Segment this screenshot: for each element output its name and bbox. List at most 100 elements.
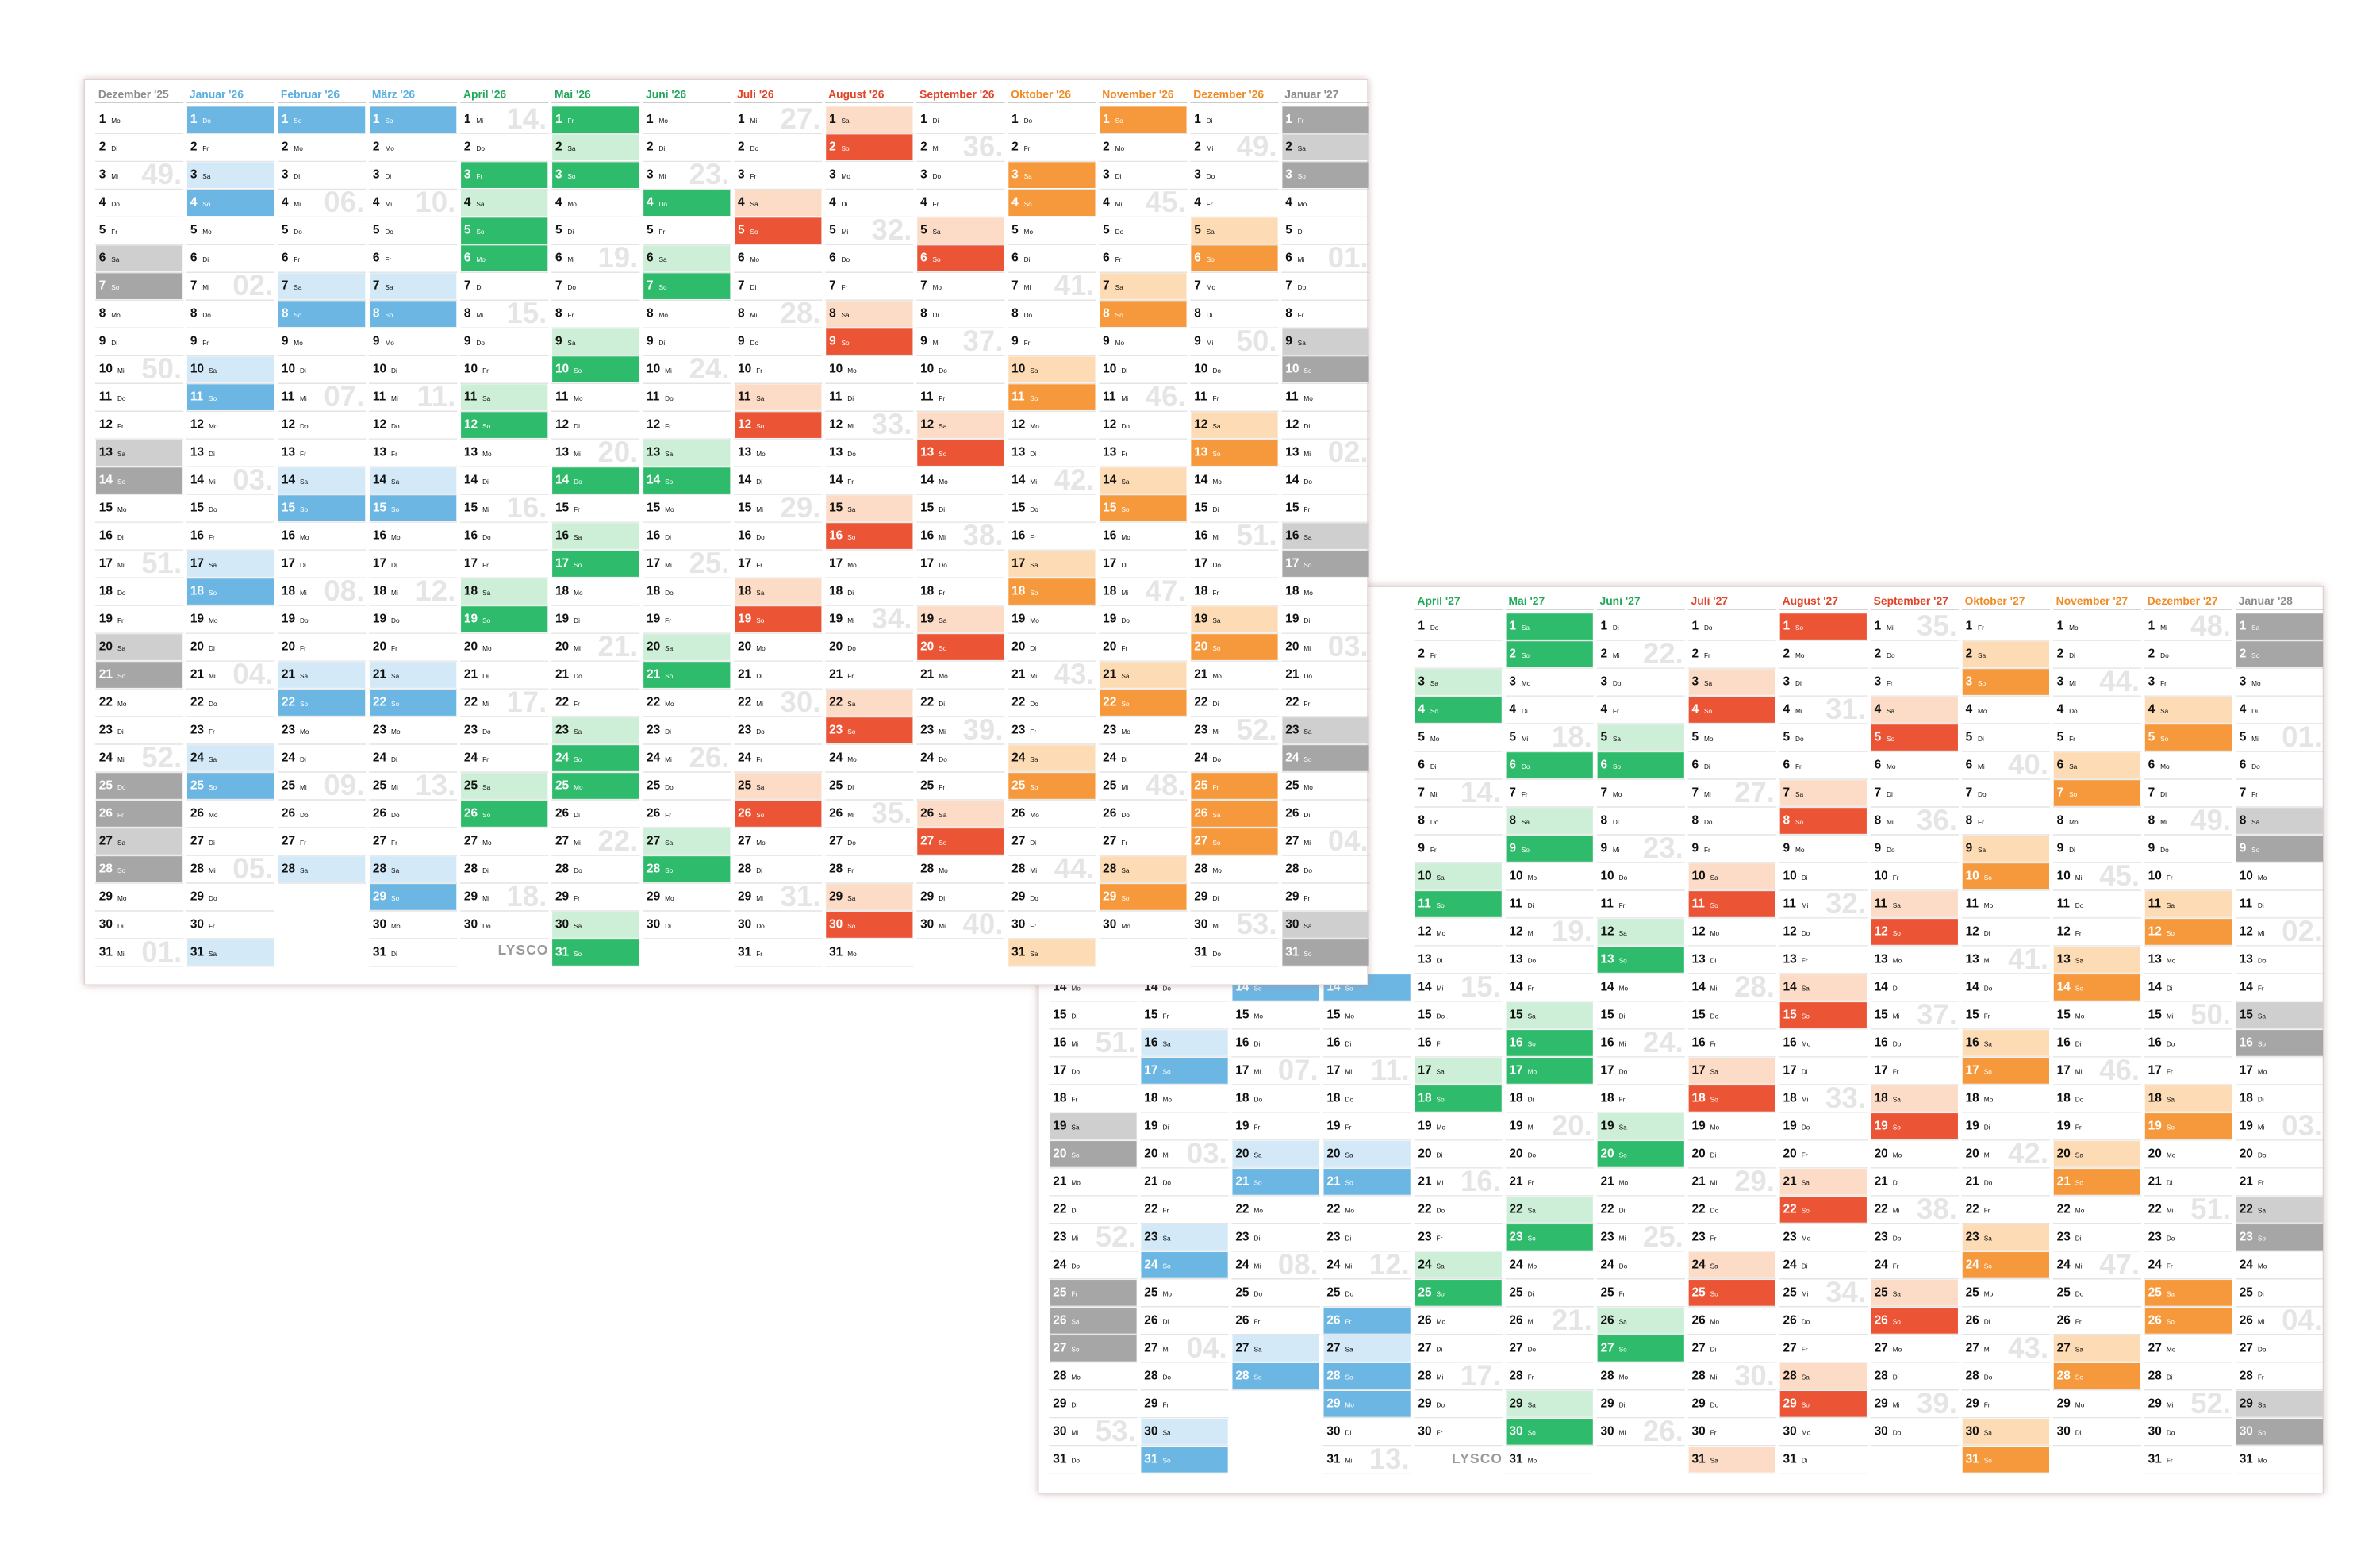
weekend-cell [826, 301, 913, 327]
holiday-cell [2236, 1224, 2324, 1251]
day-number: 16 [1194, 529, 1208, 543]
day-number: 9 [99, 335, 106, 348]
day-number: 16 [1053, 1036, 1067, 1050]
week-number: 21. [1552, 1304, 1592, 1336]
day-number: 27 [1285, 835, 1299, 848]
weekday: Do [842, 255, 850, 263]
weekday: Sa [1528, 1207, 1537, 1215]
day-number: 24 [738, 751, 752, 765]
month-title: Dezember '25 [98, 87, 169, 100]
holiday-cell [1282, 356, 1369, 382]
day-number: 18 [1053, 1092, 1067, 1105]
weekday: So [665, 866, 674, 874]
weekday: Do [209, 505, 217, 513]
day-number: 14 [1103, 474, 1117, 487]
day-number: 2 [2148, 647, 2155, 661]
month-title: Oktober '27 [1965, 594, 2025, 607]
day-number: 20 [2057, 1147, 2071, 1160]
weekday: Mo [1984, 1290, 1994, 1298]
weekday: Mo [2251, 679, 2261, 687]
day-number: 16 [920, 529, 935, 543]
holiday-cell [1779, 1391, 1867, 1417]
weekday: Fr [1522, 790, 1528, 798]
day-number: 31 [1144, 1452, 1158, 1466]
weekday: Di [1345, 1040, 1352, 1048]
week-number: 11. [416, 380, 455, 413]
weekday: Di [385, 172, 391, 180]
weekday: Mo [1893, 1346, 1902, 1354]
weekday: So [847, 533, 856, 541]
day-number: 15 [647, 501, 661, 515]
weekday: Fr [2075, 1318, 2082, 1326]
weekday: So [574, 367, 582, 375]
weekday: Fr [1303, 505, 1310, 513]
weekday: So [391, 894, 400, 902]
weekday: Mi [2258, 1318, 2265, 1326]
day-number: 21 [555, 668, 570, 682]
day-number: 28 [1326, 1369, 1341, 1382]
day-number: 13 [1509, 953, 1523, 966]
holiday-cell [1688, 697, 1775, 723]
day-number: 21 [1053, 1174, 1067, 1188]
day-number: 6 [647, 252, 654, 265]
day-number: 28 [1053, 1369, 1067, 1382]
weekend-cell [1282, 912, 1369, 938]
holiday-cell [186, 384, 274, 410]
day-number: 11 [920, 390, 934, 404]
day-number: 20 [555, 640, 569, 654]
day-number: 18 [99, 585, 113, 598]
day-number: 14 [738, 474, 752, 487]
day-number: 31 [1783, 1452, 1798, 1466]
day-number: 28 [1600, 1369, 1614, 1382]
weekday: Mi [1704, 790, 1711, 798]
weekday: So [1345, 1374, 1354, 1381]
weekday: Fr [939, 589, 945, 597]
day-number: 20 [1783, 1147, 1797, 1160]
weekday: Sa [1437, 1262, 1445, 1270]
day-number: 30 [1966, 1424, 1979, 1438]
weekday: Sa [2251, 818, 2260, 826]
weekday: Mi [385, 200, 392, 208]
day-number: 22 [1235, 1202, 1249, 1216]
weekday: Do [476, 144, 485, 152]
week-number: 36. [1917, 804, 1957, 836]
day-number: 13 [282, 446, 296, 459]
day-number: 7 [1285, 279, 1292, 293]
weekday: Mi [117, 561, 125, 569]
weekday: Di [939, 700, 945, 708]
day-number: 16 [555, 529, 570, 543]
weekday: So [1795, 624, 1804, 632]
weekday: Mi [1710, 1179, 1718, 1187]
weekday: Di [567, 228, 574, 236]
day-number: 7 [373, 279, 380, 293]
weekday: So [1030, 394, 1038, 402]
day-number: 23 [829, 724, 843, 737]
month-title: Januar '28 [2239, 594, 2293, 607]
weekday: Fr [202, 339, 209, 347]
weekend-cell [1962, 1419, 2049, 1445]
day-number: 22 [1691, 1202, 1705, 1216]
weekday: Fr [842, 283, 848, 291]
weekday: Mi [1121, 589, 1128, 597]
day-number: 18 [1103, 585, 1117, 598]
weekday: So [1984, 1457, 1993, 1465]
day-number: 25 [1418, 1285, 1432, 1299]
weekday: Sa [1893, 901, 1902, 909]
day-number: 22 [1783, 1202, 1797, 1216]
weekday: Do [300, 811, 309, 819]
day-number: 31 [1012, 946, 1026, 959]
month-title: August '27 [1783, 594, 1839, 607]
weekday: Do [209, 894, 217, 902]
day-number: 4 [920, 196, 927, 209]
day-number: 4 [282, 196, 289, 209]
weekday: Di [1298, 228, 1304, 236]
weekday: Do [1162, 985, 1171, 993]
day-number: 13 [1600, 953, 1614, 966]
weekend-cell [186, 745, 274, 771]
weekday: Di [574, 422, 580, 430]
weekday: Fr [385, 255, 391, 263]
weekday: Di [1212, 505, 1219, 513]
